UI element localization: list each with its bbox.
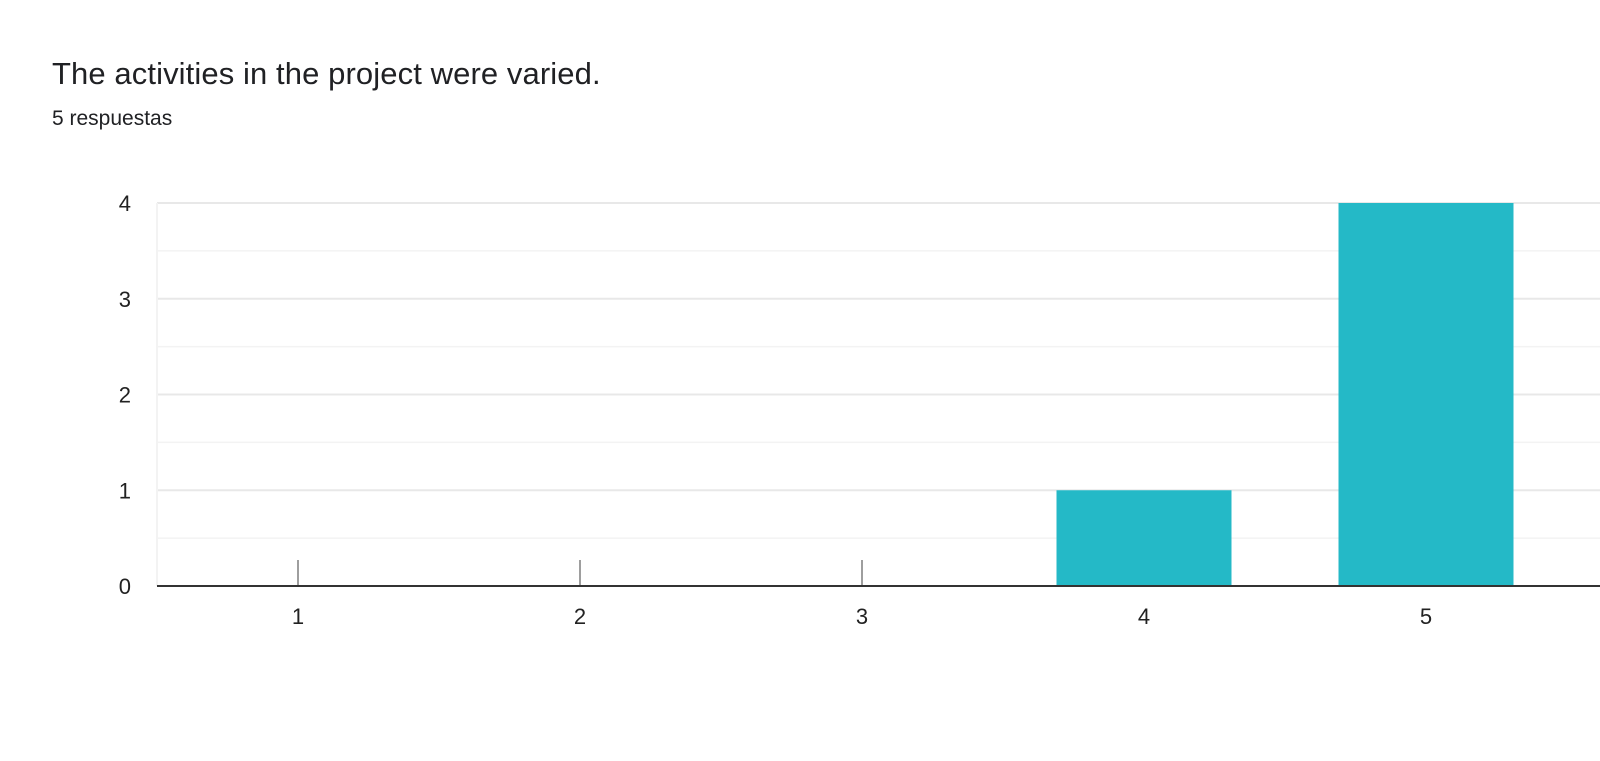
x-tick-label-3: 3 [856, 604, 868, 629]
y-tick-label: 3 [119, 287, 131, 312]
x-tick-label-4: 4 [1138, 604, 1150, 629]
x-tick-label-5: 5 [1420, 604, 1432, 629]
y-tick-label: 0 [119, 574, 131, 599]
bars [297, 203, 1514, 586]
x-tick-label-1: 1 [292, 604, 304, 629]
y-tick-label: 2 [119, 383, 131, 408]
x-tick-label-2: 2 [574, 604, 586, 629]
y-tick-label: 1 [119, 478, 131, 503]
tick-labels: 0 1 2 3 4 1 2 3 4 5 [119, 191, 1432, 629]
response-count: 5 respuestas [52, 107, 173, 130]
bar-5[interactable] [1338, 203, 1514, 586]
y-tick-label: 4 [119, 191, 131, 216]
bar-4[interactable] [1056, 490, 1232, 586]
question-title: The activities in the project were varie… [52, 56, 601, 91]
